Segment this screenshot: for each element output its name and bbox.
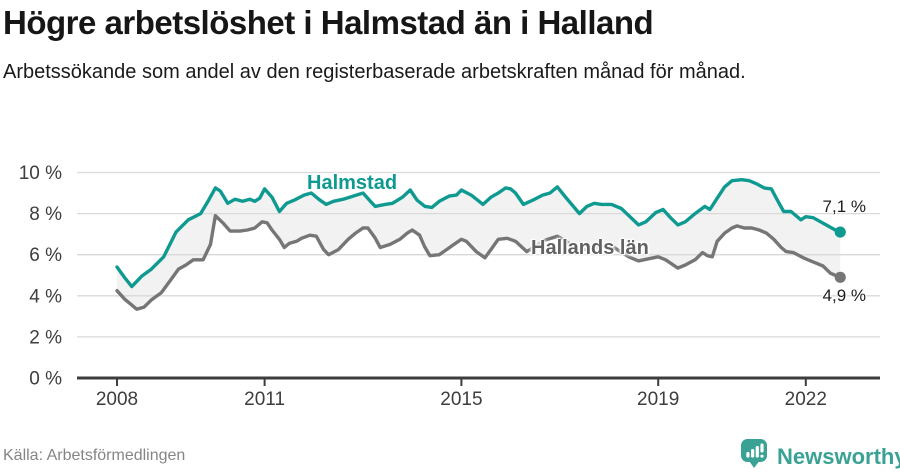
x-tick-label: 2011 [244, 389, 285, 410]
end-value-label-hallands-lan: 4,9 % [822, 286, 866, 305]
chart-title: Högre arbetslöshet i Halmstad än i Halla… [3, 4, 654, 41]
y-tick-label: 0 % [29, 369, 62, 390]
newsworthy-wordmark: Newsworthy [777, 443, 900, 469]
end-value-label-halmstad: 7,1 % [822, 197, 866, 216]
series-label-halmstad: Halmstad [307, 172, 398, 194]
x-tick-label: 2015 [440, 389, 482, 410]
chart-subtitle: Arbetssökande som andel av den registerb… [3, 61, 746, 83]
source-note: Källa: Arbetsförmedlingen [3, 447, 186, 464]
end-dot-hallands-lan [834, 271, 846, 283]
x-tick-label: 2022 [785, 389, 827, 410]
newsworthy-bubble-chart-icon [740, 438, 769, 474]
series-line-halmstad [115, 177, 842, 289]
series-line-hallands-lan [115, 213, 842, 311]
y-tick-label: 8 % [29, 204, 62, 225]
x-tick-label: 2019 [637, 389, 679, 410]
y-tick-label: 6 % [29, 245, 62, 266]
y-tick-label: 4 % [29, 286, 62, 307]
x-tick-label: 2008 [96, 389, 138, 410]
newsworthy-logo[interactable]: Newsworthy [740, 438, 900, 474]
series-label-hallands-lan: Hallands län [531, 237, 649, 259]
end-dot-halmstad [834, 226, 846, 238]
y-tick-label: 10 % [19, 163, 62, 184]
y-tick-label: 2 % [29, 327, 62, 348]
